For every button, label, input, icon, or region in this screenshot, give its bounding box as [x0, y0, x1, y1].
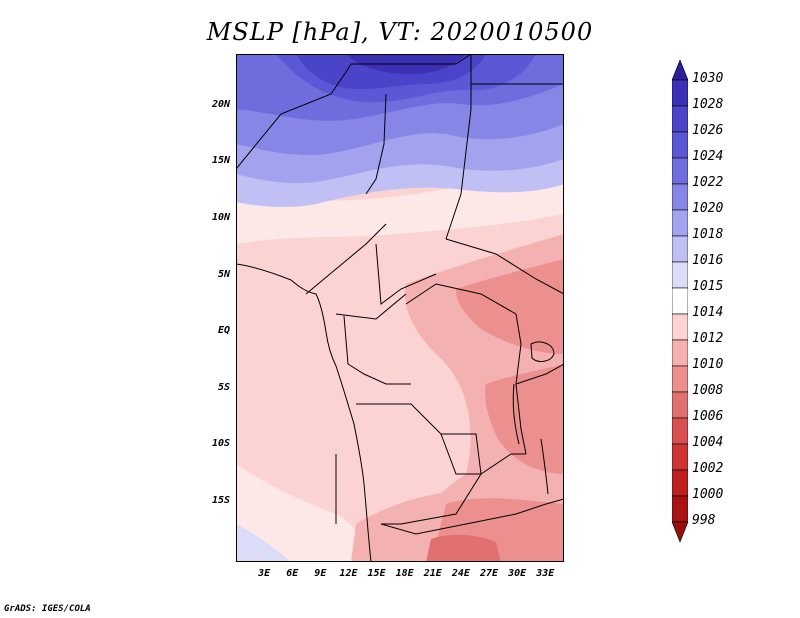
chart-title: MSLP [hPa], VT: 2020010500 [206, 18, 594, 46]
lat-label: 5N [217, 268, 230, 280]
colorbar-segment [672, 131, 688, 159]
colorbar-segment [672, 339, 688, 367]
lon-label: 27E [479, 568, 499, 579]
colorbar-segment [672, 157, 688, 185]
colorbar-label: 1022 [692, 175, 724, 190]
lon-label: 18E [395, 568, 414, 579]
pressure-band-1016-south [236, 524, 291, 562]
colorbar-label: 1020 [692, 201, 724, 216]
colorbar-label: 1000 [692, 487, 724, 502]
colorbar-segment [672, 105, 688, 133]
border-east [515, 363, 564, 385]
colorbar-segment [672, 261, 688, 289]
border-north-3 [445, 54, 472, 240]
border-central-4 [335, 293, 407, 320]
map-frame [236, 54, 564, 562]
colorbar-label: 998 [692, 513, 716, 528]
colorbar-segment [672, 417, 688, 445]
lon-label: 15E [367, 568, 386, 579]
colorbar-segment [672, 443, 688, 471]
colorbar-segment [672, 209, 688, 237]
colorbar-label: 1028 [692, 97, 724, 112]
border-central-3 [445, 238, 564, 295]
border-north-2 [365, 93, 387, 195]
colorbar-label: 1024 [692, 149, 724, 164]
lat-label: 5S [217, 381, 230, 393]
colorbar-segment [672, 313, 688, 341]
colorbar-segment [672, 235, 688, 263]
colorbar-segment [672, 60, 688, 81]
lon-label: 30E [508, 568, 527, 579]
colorbar-label: 1004 [692, 435, 724, 450]
border-zambia [440, 433, 526, 475]
lon-label: 12E [339, 568, 358, 579]
pressure-band-1008-se [485, 364, 564, 474]
lon-label: 9E [314, 568, 327, 579]
lon-label: 6E [286, 568, 299, 579]
lat-label: 20N [211, 98, 230, 110]
colorbar [672, 60, 688, 543]
colorbar-label: 1015 [692, 279, 724, 294]
mslp-map [236, 54, 564, 562]
lat-label: 10S [211, 438, 230, 450]
colorbar-label: 1030 [692, 71, 724, 86]
colorbar-segment [672, 521, 688, 543]
lat-label: 15S [211, 494, 230, 506]
lake-malawi [540, 438, 549, 495]
border-angola [356, 403, 482, 525]
colorbar-segment [672, 495, 688, 523]
lake-victoria [530, 341, 555, 362]
colorbar-label: 1014 [692, 305, 724, 320]
lat-label: EQ [217, 325, 230, 337]
colorbar-segment [672, 183, 688, 211]
border-drc-north [405, 283, 517, 315]
grads-credit: GrADS: IGES/COLA [4, 604, 91, 614]
border-central-2 [375, 243, 437, 305]
colorbar-segment [672, 391, 688, 419]
colorbar-label: 1008 [692, 383, 724, 398]
colorbar-segment [672, 79, 688, 107]
lon-label: 33E [536, 568, 555, 579]
colorbar-label: 1010 [692, 357, 724, 372]
colorbar-label: 1006 [692, 409, 724, 424]
border-south [380, 498, 564, 535]
border-drc-west [343, 315, 411, 385]
lat-label: 10N [211, 212, 230, 224]
colorbar-segment [672, 287, 688, 315]
colorbar-segment [672, 469, 688, 497]
lat-label: 15N [211, 155, 230, 167]
lon-label: 21E [423, 568, 442, 579]
lon-label: 3E [258, 568, 271, 579]
lake-tanganyika [512, 383, 520, 445]
pressure-band-1008 [456, 259, 564, 354]
colorbar-segment [672, 365, 688, 393]
lon-label: 24E [451, 568, 470, 579]
pressure-band-1006 [426, 534, 501, 562]
pressure-band-1014-south [236, 464, 376, 562]
coastline-west-africa [236, 263, 372, 562]
colorbar-label: 1018 [692, 227, 724, 242]
colorbar-label: 1002 [692, 461, 724, 476]
colorbar-label: 1016 [692, 253, 724, 268]
colorbar-label: 1012 [692, 331, 724, 346]
colorbar-label: 1026 [692, 123, 724, 138]
border-central-1 [305, 223, 387, 295]
border-north-1 [236, 54, 472, 170]
